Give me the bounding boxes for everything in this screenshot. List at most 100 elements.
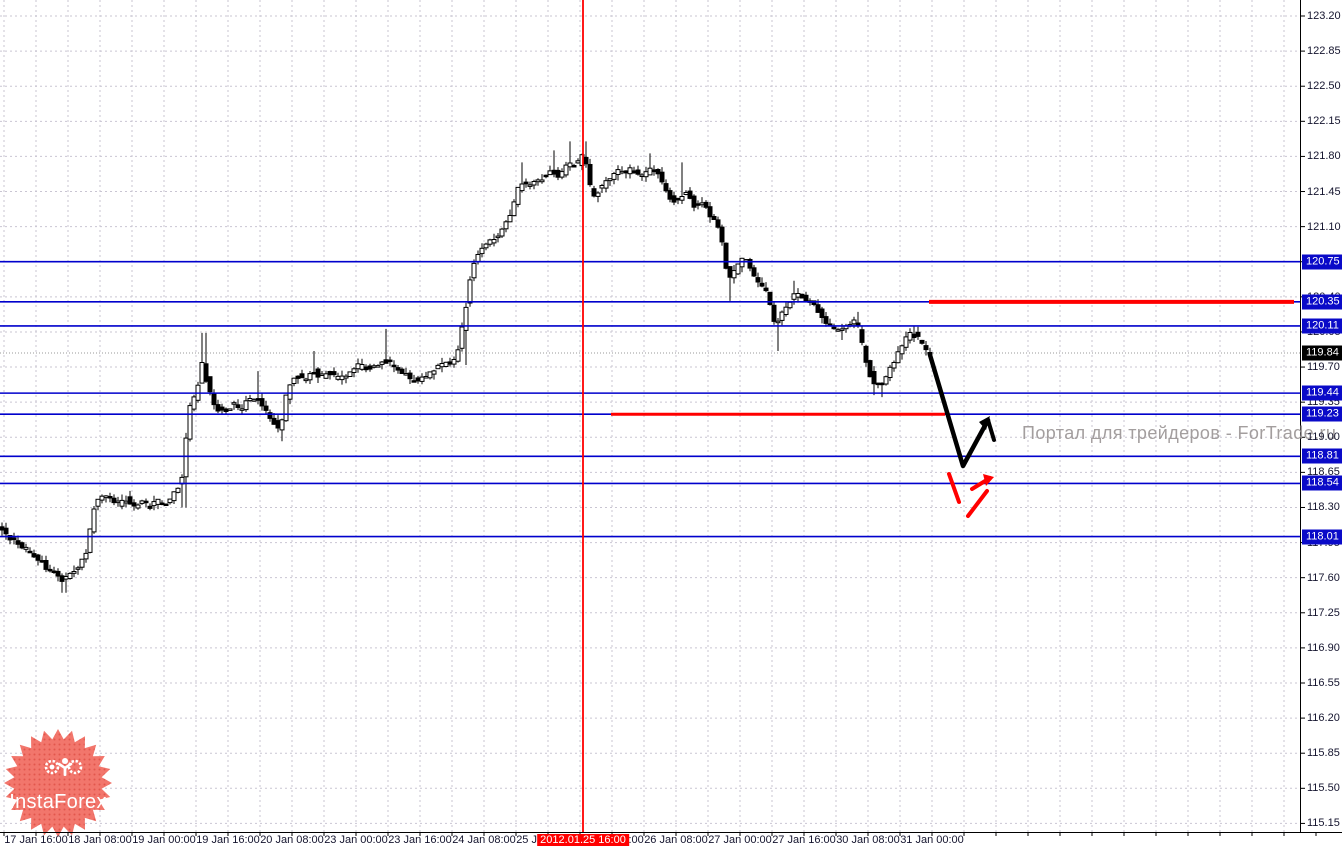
candle-body (99, 495, 105, 501)
candle-body (443, 361, 449, 367)
candle-body (303, 378, 309, 382)
candle-body (251, 399, 257, 402)
candle-body (131, 502, 137, 507)
candle-body (511, 201, 517, 217)
price-axis-label: 121.10 (1307, 220, 1341, 233)
candle-body (227, 408, 233, 411)
candle-body (819, 308, 825, 318)
candle-body (435, 364, 441, 370)
candle-body (187, 405, 193, 440)
candle-body (23, 546, 29, 550)
candle-body (871, 371, 877, 385)
current-price-badge: 119.84 (1302, 345, 1342, 361)
candle-body (423, 376, 429, 379)
candle-body (851, 319, 857, 325)
candle-body (559, 171, 565, 178)
candle-body (67, 572, 73, 580)
candle-body (323, 373, 329, 379)
candle-body (263, 405, 269, 411)
logo-emblem-icon (44, 758, 83, 776)
candle-body (775, 320, 781, 324)
candle-body (75, 567, 81, 570)
candle-body (11, 537, 17, 540)
candle-body (879, 382, 885, 386)
candle-body (739, 257, 745, 268)
candle-body (471, 262, 477, 279)
candle-body (663, 183, 669, 192)
candle-body (371, 365, 377, 368)
price-axis-label: 121.80 (1307, 150, 1341, 163)
price-axis-label: 119.70 (1307, 361, 1340, 374)
candle-body (63, 576, 69, 580)
time-axis-label: 17 Jan 16:00 (4, 834, 68, 846)
candle-body (523, 181, 529, 185)
price-level-badge: 120.11 (1302, 318, 1342, 334)
price-level-badge: 118.54 (1302, 475, 1342, 491)
time-axis-label: 20 Jan 08:00 (260, 834, 324, 846)
candle-body (15, 540, 21, 545)
price-axis-label: 122.15 (1307, 115, 1341, 128)
candle-body (467, 279, 473, 304)
candle-body (391, 364, 397, 368)
candle-body (267, 412, 273, 419)
candle-body (183, 437, 189, 478)
candle-body (159, 502, 165, 505)
forecast-black-arrow[interactable] (927, 352, 991, 469)
candle-body (327, 371, 333, 376)
candle-body (831, 326, 837, 330)
candle-body (615, 169, 621, 176)
candle-body (703, 201, 709, 208)
candle-body (583, 156, 589, 165)
candle-body (143, 500, 149, 504)
candle-body (919, 339, 925, 344)
candle-body (719, 226, 725, 243)
candle-body (47, 568, 53, 572)
price-level-badge: 118.81 (1302, 448, 1342, 464)
candle-body (147, 505, 153, 509)
candle-body (407, 372, 413, 380)
red-sketch-stroke[interactable] (966, 489, 989, 518)
candle-body (699, 202, 705, 206)
candle-body (623, 170, 629, 174)
candle-body (287, 384, 293, 400)
candle-body (543, 174, 549, 178)
candle-body (763, 287, 769, 292)
candle-body (199, 362, 205, 384)
candle-body (163, 503, 169, 506)
candle-body (387, 359, 393, 363)
candle-body (95, 498, 101, 507)
candle-body (155, 498, 161, 505)
candle-body (679, 196, 685, 201)
candle-body (527, 184, 533, 187)
red-arrowhead (983, 474, 994, 486)
candle-body (795, 293, 801, 298)
candle-body (563, 164, 569, 176)
price-axis-label: 116.90 (1307, 641, 1340, 654)
candle-body (247, 398, 253, 402)
candle-body (419, 376, 425, 382)
vertical-line-time-label[interactable]: 2012.01.25 16:00 (537, 834, 629, 846)
candle-body (335, 375, 341, 380)
candle-body (787, 301, 793, 309)
candle-body (455, 349, 461, 362)
candle-body (659, 171, 665, 183)
watermark: Портал для трейдеров - ForTrade.ru (1022, 423, 1337, 443)
black-arrow-tail (986, 418, 996, 442)
price-axis-label: 116.55 (1307, 676, 1340, 689)
candle-body (875, 382, 881, 386)
candle-body (899, 345, 905, 355)
candle-body (707, 206, 713, 218)
candle-body (715, 219, 721, 228)
red-sketch-stroke[interactable] (947, 472, 961, 504)
candle-body (835, 329, 841, 332)
candle-body (0, 526, 5, 531)
candle-body (403, 373, 409, 376)
candle-body (591, 188, 597, 197)
candle-body (731, 270, 737, 279)
candle-body (655, 169, 661, 175)
candle-body (479, 247, 485, 255)
candle-body (551, 169, 557, 175)
candle-body (255, 398, 261, 401)
candle-body (675, 197, 681, 201)
